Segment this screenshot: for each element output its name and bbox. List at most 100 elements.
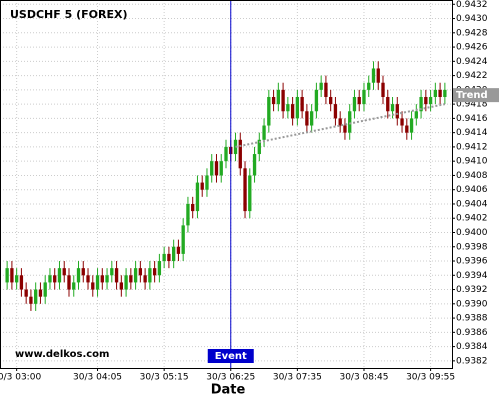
candle-body: [53, 275, 57, 283]
candle-body: [171, 246, 176, 262]
candle-body: [91, 282, 95, 290]
candle-body: [14, 275, 19, 283]
candle-body: [181, 225, 185, 254]
candle-body: [148, 268, 152, 283]
candle-body: [67, 275, 71, 290]
candle-body: [138, 268, 143, 276]
candle-body: [276, 89, 281, 105]
y-tick-label: 0.9424: [456, 57, 488, 67]
candle-body: [81, 268, 85, 276]
candle-body: [43, 282, 47, 297]
candle-body: [333, 104, 338, 119]
y-tick-label: 0.9390: [456, 299, 488, 309]
candle-body: [124, 275, 128, 290]
candle-body: [257, 139, 261, 155]
candle-body: [76, 268, 81, 283]
candle-body: [19, 275, 24, 290]
candle-body: [400, 118, 404, 126]
chart-title: USDCHF 5 (FOREX): [10, 8, 127, 21]
candle-body: [243, 168, 247, 212]
candle-body: [438, 89, 442, 97]
x-tick-label: 30/3 06:25: [206, 373, 255, 383]
candle-body: [367, 82, 371, 90]
y-tick-label: 0.9414: [456, 128, 488, 138]
candle-body: [290, 104, 295, 119]
candle-body: [343, 125, 347, 133]
candle-body: [34, 289, 38, 304]
candle-body: [281, 89, 285, 112]
y-tick-label: 0.9400: [456, 228, 488, 238]
candle-body: [110, 268, 114, 276]
candle-body: [267, 96, 271, 126]
y-tick-label: 0.9398: [456, 242, 488, 252]
candle-body: [309, 111, 314, 126]
candle-body: [319, 82, 323, 90]
candle-body: [405, 125, 409, 133]
candle-body: [114, 268, 119, 283]
candle-body: [162, 253, 166, 262]
candle-body: [386, 96, 390, 112]
candle-body: [129, 275, 133, 283]
y-tick-label: 0.9388: [456, 314, 488, 324]
candle-body: [314, 89, 319, 112]
candle-body: [119, 282, 123, 290]
candle-body: [262, 125, 266, 140]
candle-body: [86, 275, 90, 283]
candle-body: [57, 268, 62, 283]
candle-body: [252, 154, 257, 176]
candle-body: [95, 275, 100, 290]
candle-body: [62, 268, 66, 276]
candle-body: [305, 111, 309, 126]
y-tick-label: 0.9426: [456, 43, 488, 53]
candle-body: [390, 104, 395, 112]
y-tick-label: 0.9416: [456, 114, 488, 124]
candle-body: [248, 175, 252, 212]
candle-body: [424, 96, 428, 105]
candle-body: [29, 296, 33, 304]
marks: [5, 0, 447, 368]
y-tick-label: 0.9402: [456, 214, 488, 224]
y-tick-label: 0.9392: [456, 285, 488, 295]
candle-body: [433, 89, 438, 97]
candle-body: [5, 268, 9, 283]
watermark: www.delkos.com: [15, 349, 109, 360]
y-tick-label: 0.9384: [456, 342, 488, 352]
event-label-box: [207, 349, 254, 363]
x-tick-label: 30/3 04:05: [73, 373, 122, 383]
candle-body: [233, 139, 238, 155]
y-tick-label: 0.9408: [456, 171, 488, 181]
candle-body: [271, 96, 276, 105]
candle-body: [381, 82, 385, 97]
candle-body: [419, 96, 423, 112]
y-tick-label: 0.9428: [456, 28, 488, 38]
y-tick-label: 0.9418: [456, 100, 488, 110]
x-tick-label: 30/3 07:35: [273, 373, 322, 383]
x-axis-label: Date: [211, 383, 246, 398]
candle-body: [338, 118, 342, 126]
candle-body: [38, 289, 43, 297]
y-tick-label: 0.9422: [456, 71, 488, 81]
x-tick-label: 30/3 09:55: [406, 373, 455, 383]
candle-body: [200, 182, 204, 190]
labels: 0.9382 0.9384 0.9386 0.9388 0.9390 0.9392 0.93…: [0, 0, 499, 383]
candle-body: [191, 203, 195, 212]
x-tick-label: 30/3 03:00: [0, 373, 41, 383]
x-tick-label: 30/3 08:45: [339, 373, 388, 383]
candle-body: [414, 111, 418, 119]
candle-body: [238, 139, 242, 169]
y-tick-label: 0.9382: [456, 356, 488, 366]
y-tick-label: 0.9430: [456, 14, 488, 24]
candle-body: [10, 268, 14, 283]
candle-body: [133, 268, 138, 283]
plot-frame: [0, 0, 453, 369]
candle-body: [48, 275, 52, 283]
candle-body: [210, 161, 214, 176]
candle-body: [295, 96, 300, 119]
y-tick-label: 0.9396: [456, 257, 488, 267]
candle-body: [357, 96, 361, 105]
x-tick-label: 30/3 05:15: [140, 373, 189, 383]
candle-body: [324, 82, 328, 97]
candle-body: [195, 182, 200, 212]
candle-body: [376, 68, 380, 83]
